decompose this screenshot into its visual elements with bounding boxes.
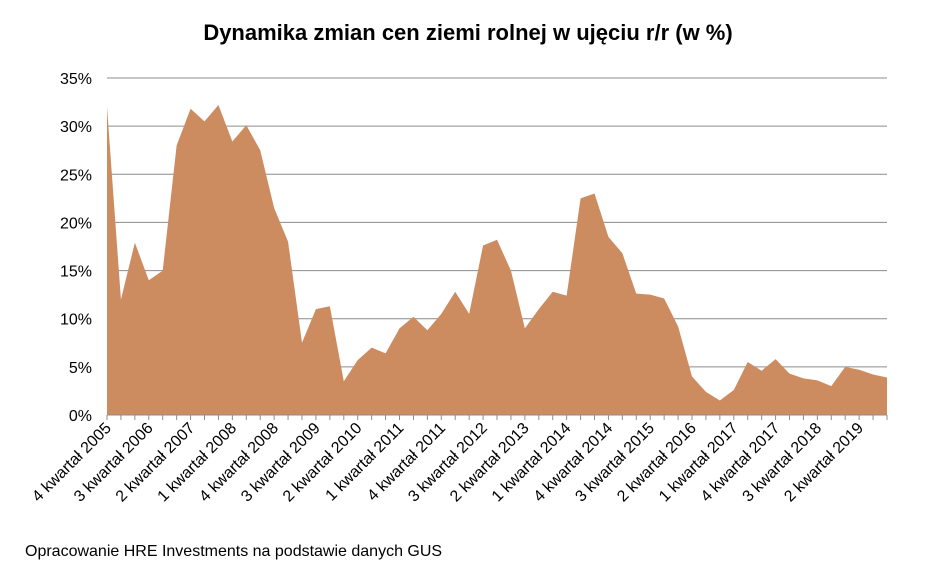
y-tick-label: 30% (60, 119, 92, 136)
chart-title: Dynamika zmian cen ziemi rolnej w ujęciu… (203, 20, 733, 45)
y-tick-label: 10% (60, 312, 92, 329)
y-tick-label: 5% (69, 360, 92, 377)
x-axis (106, 414, 888, 420)
y-tick-label: 20% (60, 215, 92, 232)
y-tick-label: 25% (60, 167, 92, 184)
source-note: Opracowanie HRE Investments na podstawie… (25, 543, 443, 560)
y-tick-label: 35% (60, 71, 92, 88)
y-tick-label: 15% (60, 264, 92, 281)
area-fill (107, 104, 887, 416)
y-axis-tick-labels: 0% 5% 10% 15% 20% 25% 30% 35% (60, 71, 92, 425)
y-tick-label: 0% (69, 408, 92, 425)
area-series (107, 104, 887, 416)
